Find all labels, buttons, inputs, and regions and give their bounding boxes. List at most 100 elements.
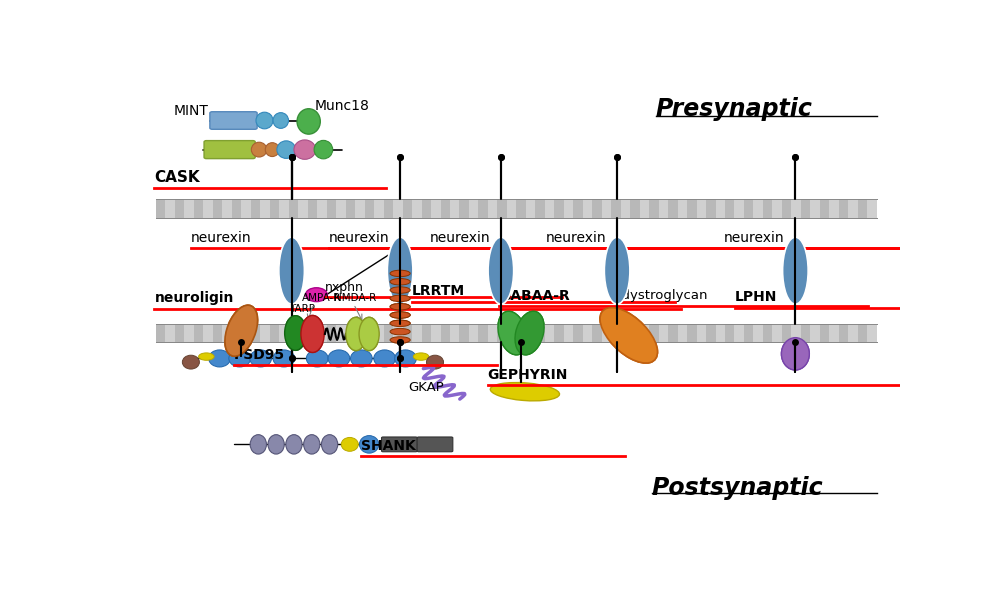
Ellipse shape [390,287,410,293]
Bar [279,199,289,218]
Bar [431,324,441,342]
Ellipse shape [783,237,808,304]
Ellipse shape [781,338,809,370]
Text: neurexin: neurexin [329,231,389,245]
Bar [829,199,839,218]
Bar [213,324,222,342]
Bar [488,199,497,218]
Bar [450,324,459,342]
Bar [810,199,820,218]
Ellipse shape [390,278,410,285]
Bar [791,324,801,342]
Bar [175,324,184,342]
Ellipse shape [390,328,410,335]
Bar [384,324,393,342]
Bar [659,324,668,342]
Bar [403,199,412,218]
Bar [355,199,365,218]
Ellipse shape [285,316,306,350]
Bar [469,199,478,218]
Bar [791,324,801,342]
Bar [194,324,203,342]
Bar [545,324,554,342]
Bar [782,324,791,342]
Ellipse shape [279,237,304,304]
Bar [241,324,251,342]
Bar [592,324,602,342]
Bar [535,199,545,218]
Ellipse shape [426,355,444,369]
Bar [668,199,678,218]
Bar [374,199,384,218]
Bar [545,324,554,342]
Bar [431,324,441,342]
Text: PSD95: PSD95 [234,348,285,362]
Ellipse shape [285,316,306,350]
Bar [621,324,630,342]
Bar [403,324,412,342]
Bar [753,324,763,342]
Ellipse shape [304,434,320,454]
Ellipse shape [301,316,324,352]
Bar [820,199,829,218]
Bar [507,199,516,218]
Bar [697,199,706,218]
Bar [327,324,336,342]
Bar [734,324,744,342]
Bar [308,324,317,342]
Bar [820,199,829,218]
Bar [412,199,422,218]
Bar [478,199,488,218]
Bar [545,199,554,218]
Bar [450,199,459,218]
Bar [640,199,649,218]
Bar [403,199,412,218]
Bar [365,324,374,342]
Ellipse shape [182,355,199,369]
Bar [678,324,687,342]
Bar [488,324,497,342]
Ellipse shape [600,308,657,363]
Ellipse shape [265,143,279,157]
Bar [194,199,203,218]
Bar [659,199,668,218]
Bar [734,324,744,342]
Bar [716,199,725,218]
Bar [317,199,327,218]
Bar [611,199,621,218]
Ellipse shape [781,338,809,370]
Bar [734,199,744,218]
Text: neurexin: neurexin [546,231,606,245]
Bar [497,199,507,218]
Bar [687,324,697,342]
Bar [222,199,232,218]
Text: CASK: CASK [154,170,200,185]
Bar [251,324,260,342]
Bar [355,324,365,342]
Bar [384,199,393,218]
Bar [630,199,640,218]
Bar [203,199,213,218]
Text: AMPA-R: AMPA-R [302,293,341,303]
FancyBboxPatch shape [204,140,255,158]
FancyBboxPatch shape [417,437,453,452]
Bar [753,199,763,218]
Bar [716,324,725,342]
Bar [346,324,355,342]
Bar [298,324,308,342]
Bar [478,199,488,218]
Bar [678,199,687,218]
Bar [393,199,403,218]
Bar [355,324,365,342]
Bar [602,324,611,342]
Ellipse shape [488,237,514,304]
Bar [327,199,336,218]
Ellipse shape [251,142,267,157]
Ellipse shape [490,383,559,401]
Bar [687,199,697,218]
Ellipse shape [390,320,410,326]
Bar [858,199,867,218]
Bar [697,324,706,342]
Bar [573,324,583,342]
Bar [346,199,355,218]
